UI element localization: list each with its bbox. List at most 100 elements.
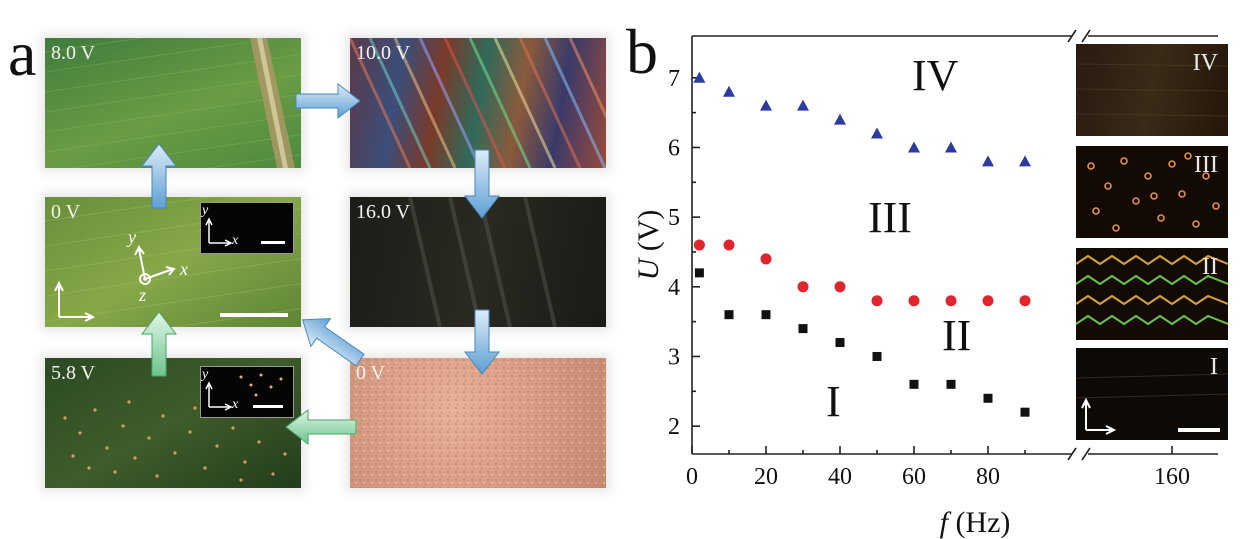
axis-break-mark [1067, 29, 1077, 43]
square-marker [724, 310, 734, 320]
x-tick-label: 40 [828, 464, 852, 490]
micrograph-16v: 16.0 V [350, 197, 606, 327]
voltage-label: 0 V [51, 201, 81, 223]
inset-axes [205, 373, 283, 411]
inset-dark: y x [200, 202, 294, 254]
stripe-texture [45, 38, 301, 168]
inset-axes [205, 217, 285, 247]
triangle-marker [834, 113, 846, 125]
voltage-label: 5.8 V [51, 362, 96, 384]
micrograph-10v: 10.0 V [350, 38, 606, 168]
strip-texture [1087, 152, 1220, 232]
square-marker [983, 393, 993, 403]
y-axis-title-symbol: U [632, 256, 665, 280]
axes-layer [691, 29, 1218, 461]
inset-y-label: y [202, 367, 209, 382]
circle-marker [797, 281, 809, 293]
transition-arrows [140, 82, 501, 446]
phase-diagram-chart: 2 3 4 5 6 7 0 20 40 60 80 160 f (Hz) U (V) [632, 29, 1218, 539]
x-tick-label: 60 [902, 464, 926, 490]
labels-layer: 2 3 4 5 6 7 0 20 40 60 80 160 f (Hz) U (V) [632, 66, 1190, 539]
triangle-marker [797, 99, 809, 111]
triangle-marker [945, 141, 957, 153]
region-label-iii: III [868, 193, 912, 242]
triangle-marker [871, 127, 883, 139]
triangle-marker [760, 99, 772, 111]
strip-label-iv: IV [1192, 50, 1218, 76]
circle-marker [723, 239, 735, 251]
x-tick-label: 20 [754, 464, 778, 490]
triangle-marker [908, 141, 920, 153]
voltage-label: 0 V [356, 362, 386, 384]
stripe-texture [350, 38, 606, 168]
circle-marker [871, 295, 883, 307]
axis-break-mark [1081, 29, 1091, 43]
dot-texture [63, 400, 287, 482]
arrow-0v-to-0v-top [301, 317, 365, 367]
square-marker [694, 268, 704, 278]
strip-iv: IV [1076, 44, 1228, 136]
strip-label-i: I [1210, 354, 1218, 380]
y-axis-title-unit: (V) [632, 210, 665, 259]
axis-break-mark [1067, 447, 1077, 461]
strip-ii: II [1076, 248, 1228, 340]
marks-layer [693, 71, 1031, 417]
voltage-label: 10.0 V [356, 42, 411, 64]
square-marker [946, 379, 956, 389]
triangle-marker [982, 155, 994, 167]
grain-texture [350, 358, 606, 488]
circle-marker [945, 295, 957, 307]
micrograph-0v-top: 0 V y x z y x [45, 197, 301, 327]
strip-texture [1076, 254, 1228, 326]
triangle-marker [1019, 155, 1031, 167]
y-axis-title: U (V) [632, 210, 665, 281]
strip-iii: III [1076, 146, 1228, 238]
micrograph-5-8v: 5.8 V y x [45, 358, 301, 488]
region-label-i: I [826, 377, 841, 426]
x-tick-label: 0 [686, 464, 698, 490]
arrow-0v-to-8v [140, 143, 178, 209]
x-tick-label: 80 [976, 464, 1000, 490]
panel-a-letter: a [8, 18, 37, 89]
strip-label-ii: II [1202, 254, 1218, 280]
circle-marker [834, 281, 846, 293]
arrow-0v-to-5-8v [285, 408, 357, 446]
axis-x-label: x [180, 259, 188, 279]
circle-marker [908, 295, 920, 307]
circle-marker [982, 295, 994, 307]
axis-z-label: z [139, 285, 147, 305]
y-tick-label: 3 [668, 344, 680, 370]
x-axis-title: f (Hz) [940, 506, 1011, 539]
y-tick-label: 4 [668, 275, 680, 301]
circle-marker [1019, 295, 1031, 307]
square-marker [872, 351, 882, 361]
axis-break-mark [1081, 447, 1091, 461]
panel-b-letter: b [626, 16, 658, 87]
circle-marker [760, 253, 772, 265]
circle-marker [693, 239, 705, 251]
arrow-10v-to-16v [463, 149, 501, 219]
voltage-label: 8.0 V [51, 42, 96, 64]
square-marker [761, 310, 771, 320]
inset-y-label: y [202, 203, 209, 218]
strip-i: I [1076, 348, 1228, 440]
strip-texture [1076, 373, 1228, 435]
stripe-texture [45, 197, 301, 327]
voltage-label: 16.0 V [356, 201, 411, 223]
x-axis-title-unit: (Hz) [948, 506, 1010, 539]
square-marker [798, 324, 808, 334]
stripe-texture [408, 197, 557, 327]
region-label-iv: IV [912, 51, 959, 100]
inset-x-label: x [232, 397, 239, 412]
y-tick-label: 7 [668, 66, 680, 92]
square-marker [909, 379, 919, 389]
strip-texture [1076, 63, 1228, 117]
inset-x-label: x [232, 233, 239, 248]
y-tick-label: 6 [668, 135, 680, 161]
micrograph-0v-bottom: 0 V [350, 358, 606, 488]
axis-y-label: y [128, 227, 136, 247]
inset-dots: y x [200, 366, 294, 418]
micrograph-8v: 8.0 V [45, 38, 301, 168]
strip-label-iii: III [1194, 152, 1218, 178]
y-tick-label: 5 [668, 205, 680, 231]
